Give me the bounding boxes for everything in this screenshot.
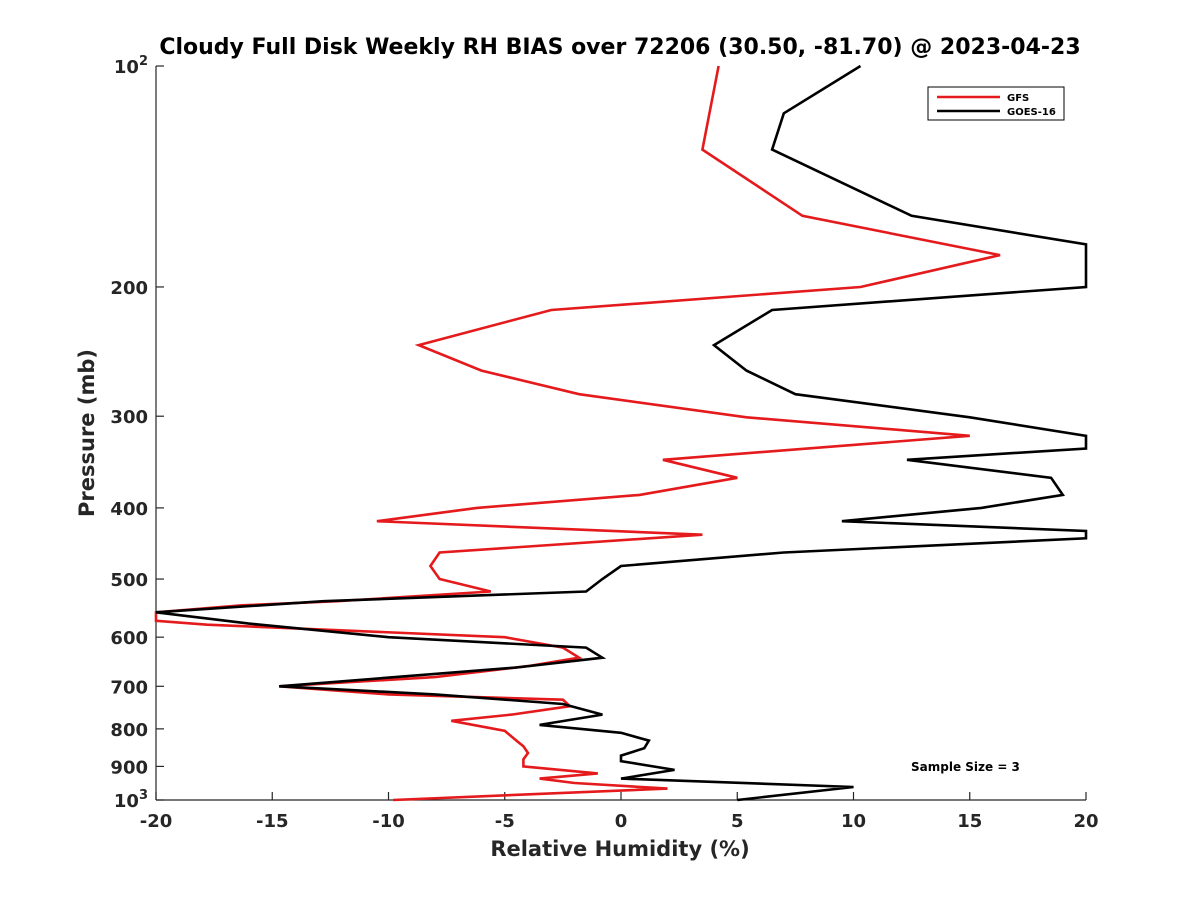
y-tick-label: 400: [110, 499, 148, 520]
y-tick-label: 700: [110, 677, 148, 698]
x-tick-label: 0: [615, 811, 628, 832]
legend: GFS GOES-16: [927, 86, 1065, 121]
legend-label-goes-16: GOES-16: [1007, 107, 1056, 118]
sample-size-annotation: Sample Size = 3: [911, 760, 1020, 774]
y-tick-label: 103: [114, 788, 148, 812]
y-tick-label: 200: [110, 278, 148, 299]
y-tick-label: 300: [110, 407, 148, 428]
y-axis-label: Pressure (mb): [75, 349, 99, 517]
y-tick-label: 900: [110, 757, 148, 778]
x-tick-label: -20: [140, 811, 173, 832]
x-tick-label: 20: [1073, 811, 1098, 832]
y-axis-ticks: 102 200 300 400 500 600 700 800 900 103: [110, 54, 164, 812]
x-tick-label: 15: [957, 811, 982, 832]
x-tick-label: -10: [372, 811, 405, 832]
series-lines: [154, 64, 1088, 802]
y-tick-label: 102: [114, 54, 148, 78]
y-tick-exponent: 3: [139, 788, 148, 803]
y-tick-exponent: 2: [139, 54, 148, 69]
x-tick-label: -5: [495, 811, 515, 832]
y-tick-label: 800: [110, 720, 148, 741]
x-tick-label: 5: [731, 811, 744, 832]
x-tick-label: 10: [841, 811, 866, 832]
y-tick-label: 500: [110, 570, 148, 591]
legend-box: [927, 86, 1065, 121]
chart-title: Cloudy Full Disk Weekly RH BIAS over 722…: [159, 35, 1080, 60]
series-line-goes-16: [155, 64, 1088, 802]
x-axis-label: Relative Humidity (%): [490, 837, 749, 861]
legend-label-gfs: GFS: [1007, 93, 1029, 104]
y-tick-label: 600: [110, 628, 148, 649]
x-axis-ticks: -20 -15 -10 -5 0 5 10 15 20: [140, 792, 1099, 832]
series-line-gfs: [154, 65, 1001, 802]
x-tick-label: -15: [256, 811, 289, 832]
